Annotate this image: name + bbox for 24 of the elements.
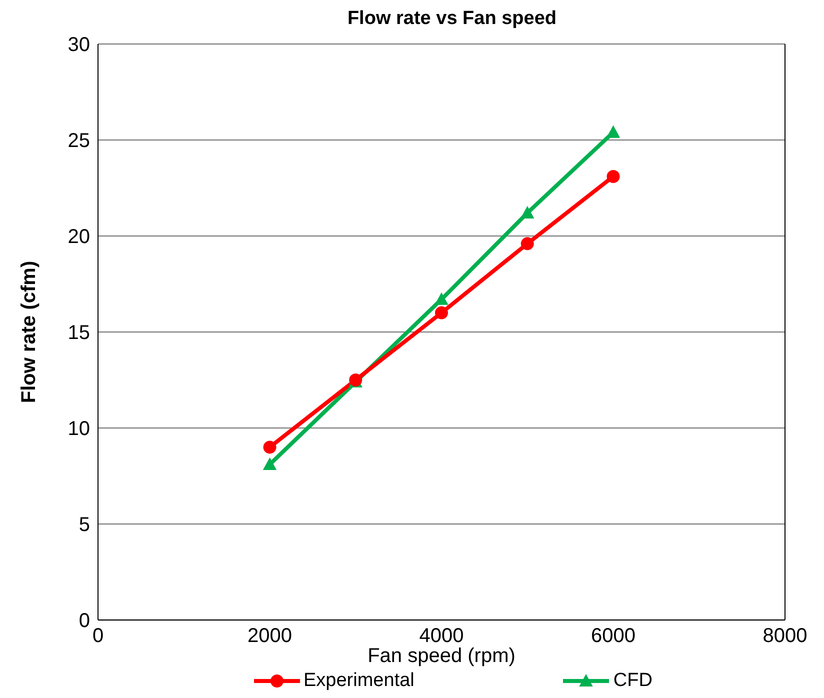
y-tick-label: 10 (68, 418, 90, 440)
y-tick-label: 0 (78, 610, 90, 632)
y-tick-label: 25 (68, 130, 90, 152)
y-axis-title: Flow rate (cfm) (18, 260, 40, 404)
y-tick-label: 15 (68, 322, 90, 344)
x-tick-label: 2000 (248, 625, 292, 648)
point (435, 292, 448, 305)
x-tick-label: 6000 (591, 625, 636, 648)
y-tick-label: 5 (78, 514, 90, 536)
point (520, 206, 534, 218)
point (606, 126, 620, 138)
x-tick-label: 8000 (762, 625, 808, 648)
x-axis-title: Fan speed (rpm) (368, 645, 516, 667)
point (520, 237, 534, 250)
point (435, 306, 448, 320)
point (606, 170, 620, 183)
legend-label: Experimental (304, 670, 414, 692)
point (263, 458, 276, 470)
y-tick-label: 20 (68, 226, 90, 248)
legend-label: CFD (613, 670, 652, 692)
y-tick-label: 30 (68, 34, 90, 56)
chart-title: Flow rate vs Fan speed (346, 8, 558, 31)
point (263, 440, 276, 454)
x-tick-label: 4000 (419, 625, 464, 648)
